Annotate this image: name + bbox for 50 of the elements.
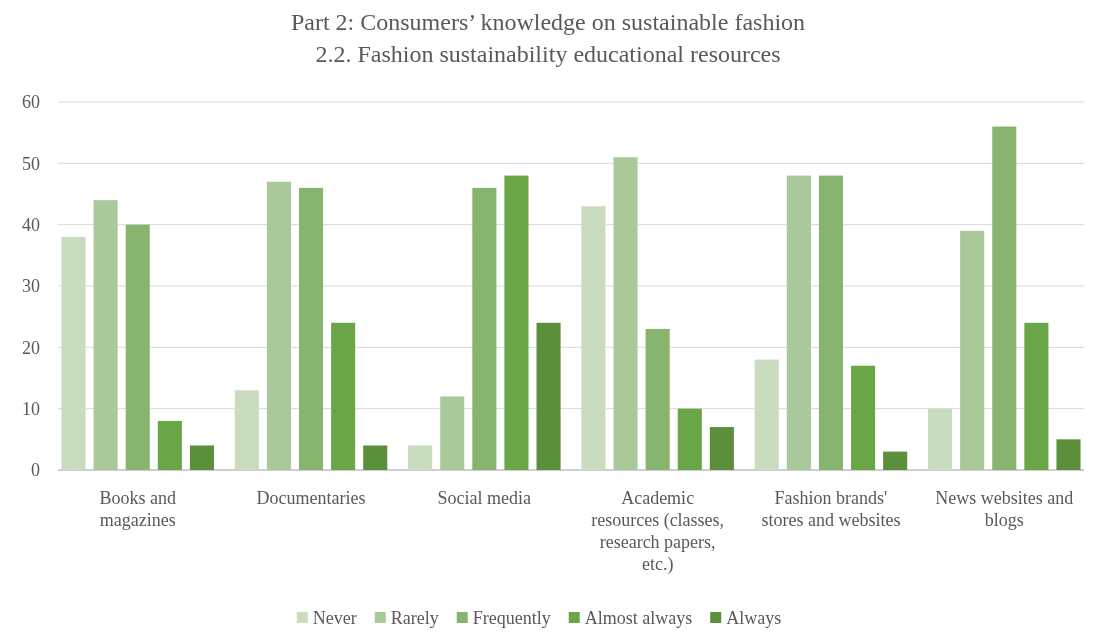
bar: [709, 427, 734, 470]
y-tick-label: 0: [31, 460, 40, 481]
y-tick-label: 30: [22, 276, 40, 297]
bar: [818, 175, 844, 470]
legend-label: Always: [726, 608, 782, 629]
bar: [472, 187, 497, 470]
bar: [234, 390, 259, 470]
bar: [613, 157, 638, 470]
x-tick-label: Academic resources (classes, research papers, etc.): [591, 488, 725, 575]
bar: [61, 236, 86, 470]
legend-label: Frequently: [472, 608, 551, 629]
x-tick-label: News websites and blogs: [935, 488, 1074, 530]
bar: [189, 445, 214, 470]
bar: [363, 445, 388, 470]
chart-subtitle: 2.2. Fashion sustainability educational resources: [315, 41, 781, 67]
bar: [645, 328, 670, 470]
bar: [960, 230, 985, 470]
bar: [266, 181, 291, 470]
bar: [883, 451, 908, 470]
bar: [786, 175, 811, 470]
bar: [93, 200, 118, 470]
bar: [408, 445, 433, 470]
y-tick-label: 50: [22, 153, 40, 174]
bar: [157, 420, 182, 470]
bar: [1024, 322, 1049, 470]
bar: [754, 359, 779, 470]
legend-label: Never: [312, 608, 357, 629]
bar: [331, 322, 356, 470]
x-tick-label: Social media: [437, 488, 532, 508]
x-tick-label: Fashion brands' stores and websites: [761, 488, 901, 530]
bar: [1056, 439, 1081, 470]
chart-title: Part 2: Consumers’ knowledge on sustainable fashion: [290, 9, 806, 35]
x-tick-label: Books and magazines: [99, 488, 176, 530]
bar: [851, 365, 876, 470]
bar: [677, 408, 702, 470]
y-tick-label: 20: [22, 337, 40, 358]
bar: [440, 396, 465, 470]
bar: [581, 206, 606, 470]
bar: [125, 224, 150, 470]
bar: [536, 322, 561, 470]
y-tick-label: 40: [22, 214, 40, 235]
x-tick-label: Documentaries: [256, 488, 366, 508]
legend-label: Almost always: [584, 608, 693, 629]
y-tick-label: 10: [22, 398, 40, 419]
bar: [928, 408, 953, 470]
y-tick-label: 60: [22, 92, 40, 113]
legend-label: Rarely: [390, 608, 439, 629]
bar: [504, 175, 529, 470]
bar: [298, 187, 324, 470]
bar: [992, 126, 1017, 470]
